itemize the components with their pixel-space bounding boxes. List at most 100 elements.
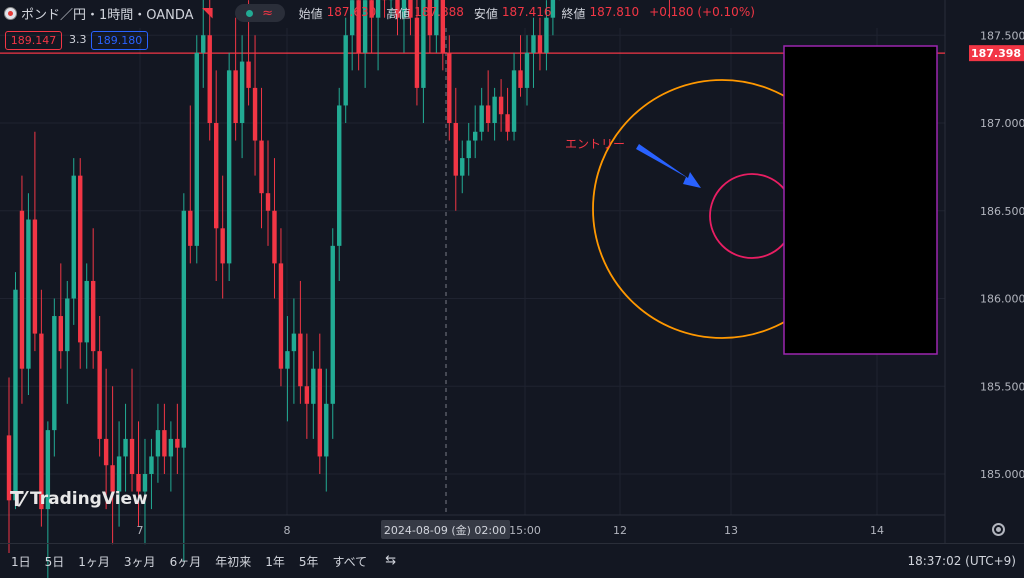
pink-circle-drawing [709,173,795,259]
candle-body [246,61,251,88]
candle-body [544,17,549,53]
candle-body [421,0,426,88]
candle-body [531,35,536,53]
candle-body [285,351,290,369]
candle-body [181,210,187,448]
sell-button[interactable]: 189.147 [5,31,62,50]
ohlc-values: 始値 187.630 高値 187.888 安値 187.416 終値 187.810 … [299,5,761,22]
high-key: 高値 [386,6,411,21]
candle-body [550,0,556,18]
range-all-button[interactable]: すべて [332,554,368,569]
candle-body [259,140,264,194]
range-1d-button[interactable]: 1日 [11,554,31,569]
candle-body [155,430,161,457]
range-1y-button[interactable]: 1年 [265,554,285,569]
y-tick-label: 186.000 [980,293,1024,306]
candle-body [58,316,63,352]
candle-body [233,70,238,123]
candle-body [460,158,465,176]
candle-body [466,140,471,159]
candle-body [362,0,368,53]
candle-body [32,219,38,334]
buy-button[interactable]: 189.180 [91,31,148,50]
candle-body [116,456,122,492]
candle-body [434,0,439,36]
candle-body [291,333,297,352]
candle-body [103,438,109,466]
open-value: 187.630 [326,4,377,19]
market-closed-icon[interactable] [201,7,213,19]
candle-body [311,368,316,404]
candle-body [524,52,530,88]
range-5d-button[interactable]: 5日 [44,554,65,569]
candle-body [343,35,348,106]
candle-body [26,219,31,369]
candle-body [78,175,83,343]
candle-body [149,456,154,474]
candle-body [330,245,335,404]
y-tick-label: 185.000 [980,468,1024,481]
candle-body [168,438,174,457]
candle-body [13,289,18,501]
tradingview-logo-icon: T⁄ [10,487,25,511]
clock: 18:37:02 (UTC+9) [907,554,1016,568]
y-tick-label: 187.500 [980,29,1024,42]
y-tick-label: 186.500 [980,205,1024,218]
candle-body [511,70,517,132]
low-key: 安値 [473,6,498,21]
range-buttons: 1日 5日 1ヶ月 3ヶ月 6ヶ月 年初来 1年 5年 すべて [11,553,367,570]
tradingview-watermark: T⁄ TradingView [10,487,148,511]
candle-body [194,52,199,246]
y-tick-label: 185.500 [980,380,1024,393]
y-tick-label: 187.000 [980,117,1024,130]
candle-body [278,263,284,369]
range-5y-button[interactable]: 5年 [298,554,319,569]
range-3m-button[interactable]: 3ヶ月 [123,554,156,569]
price-tag [969,45,1024,62]
close-value: 187.810 [589,4,640,19]
candle-body [71,175,76,299]
entry-arrow-icon [636,144,701,188]
candle-body [479,105,484,132]
range-ytd-button[interactable]: 年初来 [215,554,252,569]
candle-body [52,316,57,431]
candle-body [239,61,245,123]
candle-body [447,52,452,123]
candle-body [498,96,504,115]
candle-body [337,105,342,246]
candle-body [252,87,258,141]
candle-body [375,0,381,18]
symbol-title[interactable]: ポンド／円・1時間・OANDA [4,4,194,23]
x-tick-label: 12 [613,524,627,537]
status-dot-icon [246,9,254,17]
x-tick-label: 13 [724,524,738,537]
candle-body [401,0,407,18]
candle-body [324,403,329,457]
candle-body [349,0,355,36]
candle-body [395,0,400,18]
low-value: 187.416 [501,4,552,19]
date-range-icon[interactable]: ⇆ [385,553,397,568]
status-pill[interactable]: ≈ [234,4,285,22]
candle-body [220,228,225,264]
settings-gear-icon[interactable] [992,523,1005,536]
candle-body [408,0,413,18]
candle-body [142,474,148,492]
candle-body [492,96,497,123]
change-value: +0.180 (+0.10%) [649,4,755,19]
wave-icon: ≈ [262,5,274,21]
candle-body [136,474,141,492]
range-6m-button[interactable]: 6ヶ月 [169,554,202,569]
x-tick-label: 15:00 [509,524,541,537]
spread-value: 3.3 [69,33,87,46]
range-1m-button[interactable]: 1ヶ月 [78,554,110,569]
bottom-toolbar: 1日 5日 1ヶ月 3ヶ月 6ヶ月 年初来 1年 5年 すべて ⇆ 18:37:… [0,543,1024,578]
candle-body [39,333,44,510]
symbol-label: ポンド／円・1時間・OANDA [21,7,194,23]
candle-body [97,351,102,439]
candle-body [90,280,96,352]
entry-annotation: エントリー [565,137,625,151]
candle-body [110,465,115,492]
candle-body [453,123,458,176]
